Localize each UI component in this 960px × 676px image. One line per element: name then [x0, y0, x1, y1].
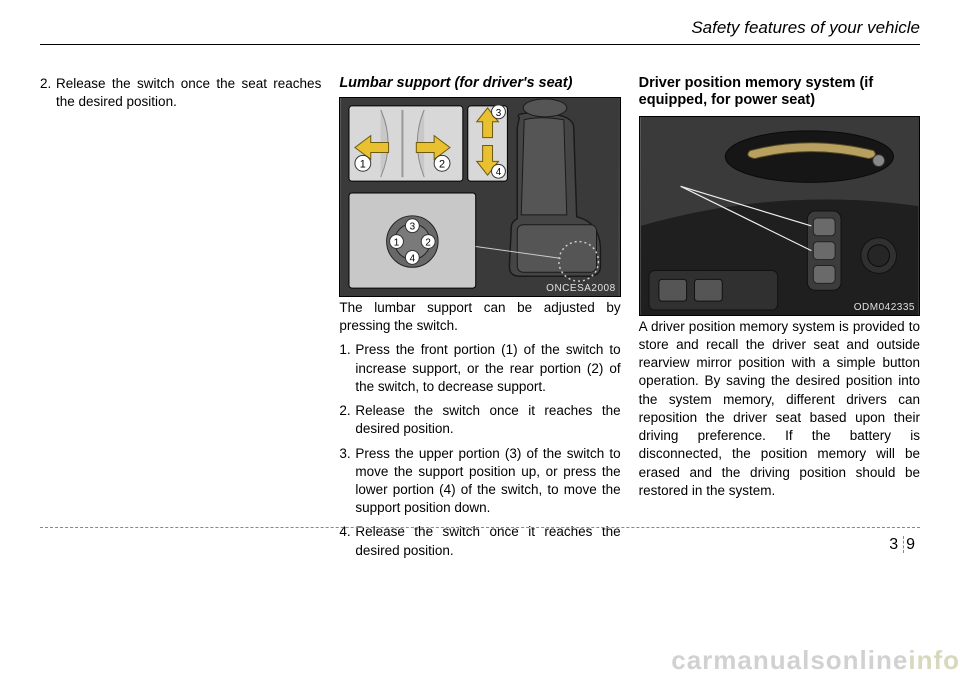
lumbar-intro: The lumbar support can be adjusted by pr…	[339, 299, 620, 335]
col2-item-3: 3. Press the upper portion (3) of the sw…	[339, 445, 620, 518]
chapter-title: Safety features of your vehicle	[40, 10, 920, 45]
page-number: 39	[889, 536, 918, 554]
page-in-section: 9	[906, 536, 918, 553]
memory-heading: Driver position memory system (if equipp…	[639, 75, 920, 110]
memory-para: A driver position memory system is provi…	[639, 318, 920, 500]
memory-diagram-svg	[640, 117, 919, 315]
memory-figure: ODM042335	[639, 116, 920, 316]
svg-text:1: 1	[394, 238, 400, 249]
memory-button-set-icon	[813, 265, 835, 283]
lumbar-heading: Lumbar support (for driver's seat)	[339, 75, 620, 91]
col1-item-2: 2. Release the switch once the seat reac…	[40, 75, 321, 111]
column-3: Driver position memory system (if equipp…	[639, 75, 920, 566]
lumbar-figure: 1 2 3 4	[339, 97, 620, 297]
column-2: Lumbar support (for driver's seat)	[339, 75, 620, 566]
svg-text:4: 4	[410, 253, 416, 264]
column-1: 2. Release the switch once the seat reac…	[40, 75, 321, 566]
label-2: 2	[439, 158, 445, 170]
col2-item-1: 1. Press the front portion (1) of the sw…	[339, 341, 620, 396]
memory-figure-caption: ODM042335	[854, 302, 915, 313]
memory-button-1-icon	[813, 218, 835, 236]
list-number: 2.	[40, 75, 56, 111]
memory-button-2-icon	[813, 242, 835, 260]
watermark-part2: info	[908, 645, 960, 675]
svg-text:2: 2	[426, 238, 432, 249]
footer-separator	[40, 527, 920, 528]
lumbar-diagram-svg: 1 2 3 4	[340, 98, 619, 296]
label-1: 1	[360, 158, 366, 170]
lumbar-figure-caption: ONCESA2008	[546, 283, 615, 294]
watermark-part1: carmanualsonline	[671, 645, 908, 675]
svg-text:3: 3	[410, 222, 416, 233]
lock-knob-icon	[872, 154, 884, 166]
label-3: 3	[496, 108, 502, 119]
list-text: Release the switch once the seat reaches…	[56, 75, 321, 111]
label-4: 4	[496, 167, 502, 178]
section-number: 3	[889, 536, 901, 553]
content-columns: 2. Release the switch once the seat reac…	[40, 75, 920, 566]
col2-item-2: 2. Release the switch once it reaches th…	[339, 402, 620, 438]
watermark: carmanualsonlineinfo	[671, 645, 960, 676]
col2-item-4: 4. Release the switch once it reaches th…	[339, 523, 620, 559]
